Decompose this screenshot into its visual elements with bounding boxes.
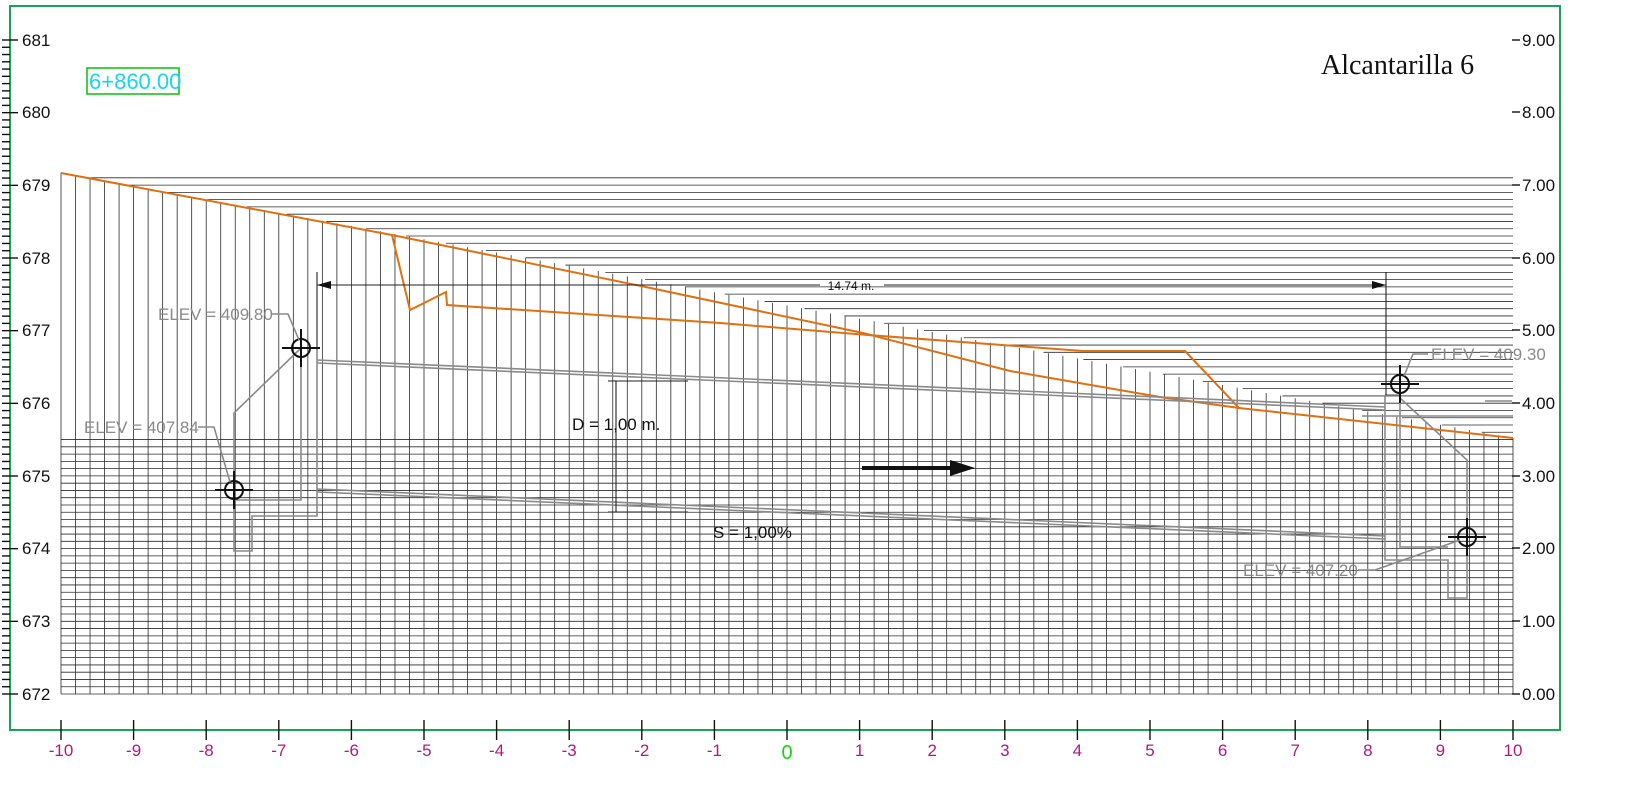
station-label: 6+860.00: [89, 69, 181, 94]
outlet-wingwall-outline: [1384, 395, 1468, 599]
elev-label-inlet-top: ELEV = 409.80: [158, 305, 273, 324]
culvert-pipe: [316, 359, 1386, 540]
right-axis-label: 0.00: [1522, 685, 1555, 704]
x-axis-label: 4: [1073, 741, 1082, 760]
ground-profile: [60, 172, 1514, 439]
leader-line: [272, 313, 300, 341]
leader-line: [1403, 353, 1428, 377]
natural-ground-line: [60, 172, 1514, 439]
right-axis-label: 9.00: [1522, 31, 1555, 50]
left-axis-label: 679: [22, 176, 50, 195]
left-axis-label: 674: [22, 539, 50, 558]
arrowhead-icon: [1372, 281, 1386, 289]
road-section-line: [391, 234, 1240, 409]
x-axis-label: -5: [416, 741, 431, 760]
crosshair-marker-icon: [1381, 365, 1419, 403]
left-axis-ticks: [2, 39, 18, 695]
crosshair-marker-icon: [215, 471, 253, 509]
drawing-frame: [9, 5, 1561, 731]
grid: [60, 173, 1514, 695]
x-axis-label: 8: [1363, 741, 1372, 760]
left-axis-label: 672: [22, 685, 50, 704]
bottom-axis-ticks: [60, 720, 1514, 740]
left-axis-label: 677: [22, 321, 50, 340]
leader-line: [198, 426, 231, 483]
pipe-top-line-inner: [316, 362, 1386, 411]
x-axis-label: 1: [855, 741, 864, 760]
pipe-bottom-line: [316, 488, 1386, 537]
elevation-leaders: [198, 313, 1461, 571]
drawing-title: Alcantarilla 6: [1321, 50, 1474, 81]
pipe-bottom-line-inner: [316, 491, 1386, 540]
right-axis-label: 1.00: [1522, 612, 1555, 631]
right-axis-label: 6.00: [1522, 249, 1555, 268]
left-axis-label: 675: [22, 467, 50, 486]
outlet-headwall: [1362, 394, 1513, 599]
station-box: [86, 67, 180, 95]
right-axis-labels: 9.00 8.00 7.00 6.00 5.00 4.00 3.00 2.00 …: [1512, 31, 1555, 704]
slope-label: S = 1,00%: [713, 523, 792, 542]
inlet-wingwall-outline: [233, 347, 318, 552]
right-axis-label: 8.00: [1522, 103, 1555, 122]
outlet-headwall-outline: [1385, 394, 1448, 548]
x-axis-label: 3: [1000, 741, 1009, 760]
right-axis-label: 5.00: [1522, 321, 1555, 340]
x-axis-label: -10: [49, 741, 74, 760]
x-axis-label: 7: [1290, 741, 1299, 760]
x-axis-label: -6: [344, 741, 359, 760]
left-axis-label: 680: [22, 103, 50, 122]
right-axis-label: 3.00: [1522, 467, 1555, 486]
arrowhead-icon: [317, 281, 331, 289]
diameter-dimension: [608, 380, 688, 513]
inlet-headwall-outline: [234, 348, 302, 501]
x-axis-label: -2: [634, 741, 649, 760]
crosshair-marker-icon: [1448, 518, 1486, 556]
left-axis-labels: 681 680 679 678 677 676 675 674 673 672: [22, 31, 50, 704]
left-axis-label: 676: [22, 394, 50, 413]
right-axis-label: 2.00: [1522, 539, 1555, 558]
left-axis-label: 678: [22, 249, 50, 268]
x-axis-label: 2: [927, 741, 936, 760]
right-axis-label: 7.00: [1522, 176, 1555, 195]
flow-arrow-icon: [862, 460, 975, 476]
x-axis-label: 5: [1145, 741, 1154, 760]
length-dimension: [316, 272, 1387, 395]
elevation-markers: [215, 329, 1486, 556]
bottom-axis-labels: -10 -9 -8 -7 -6 -5 -4 -3 -2 -1 0 1 2 3 4…: [49, 741, 1523, 764]
x-axis-label: -3: [562, 741, 577, 760]
inlet-headwall: [233, 347, 318, 552]
elev-label-outlet-bottom: ELEV = 407.20: [1243, 561, 1358, 580]
x-axis-label: -4: [489, 741, 504, 760]
x-axis-label: -9: [126, 741, 141, 760]
x-axis-label-zero: 0: [781, 742, 792, 764]
x-axis-label: -1: [707, 741, 722, 760]
leader-line: [1358, 539, 1461, 571]
length-label: 14.74 m.: [828, 279, 875, 293]
x-axis-label: 10: [1504, 741, 1523, 760]
x-axis-label: 6: [1218, 741, 1227, 760]
diameter-label: D = 1,00 m.: [572, 415, 660, 434]
left-axis-label: 673: [22, 612, 50, 631]
elev-label-outlet-top: ELEV = 409.30: [1431, 345, 1546, 364]
elev-label-inlet-bottom: ELEV = 407.84: [84, 418, 199, 437]
pipe-top-line: [316, 359, 1386, 408]
x-axis-label: 9: [1436, 741, 1445, 760]
x-axis-label: -7: [271, 741, 286, 760]
x-axis-label: -8: [199, 741, 214, 760]
right-axis-label: 4.00: [1522, 394, 1555, 413]
crosshair-marker-icon: [282, 329, 320, 367]
left-axis-label: 681: [22, 31, 50, 50]
